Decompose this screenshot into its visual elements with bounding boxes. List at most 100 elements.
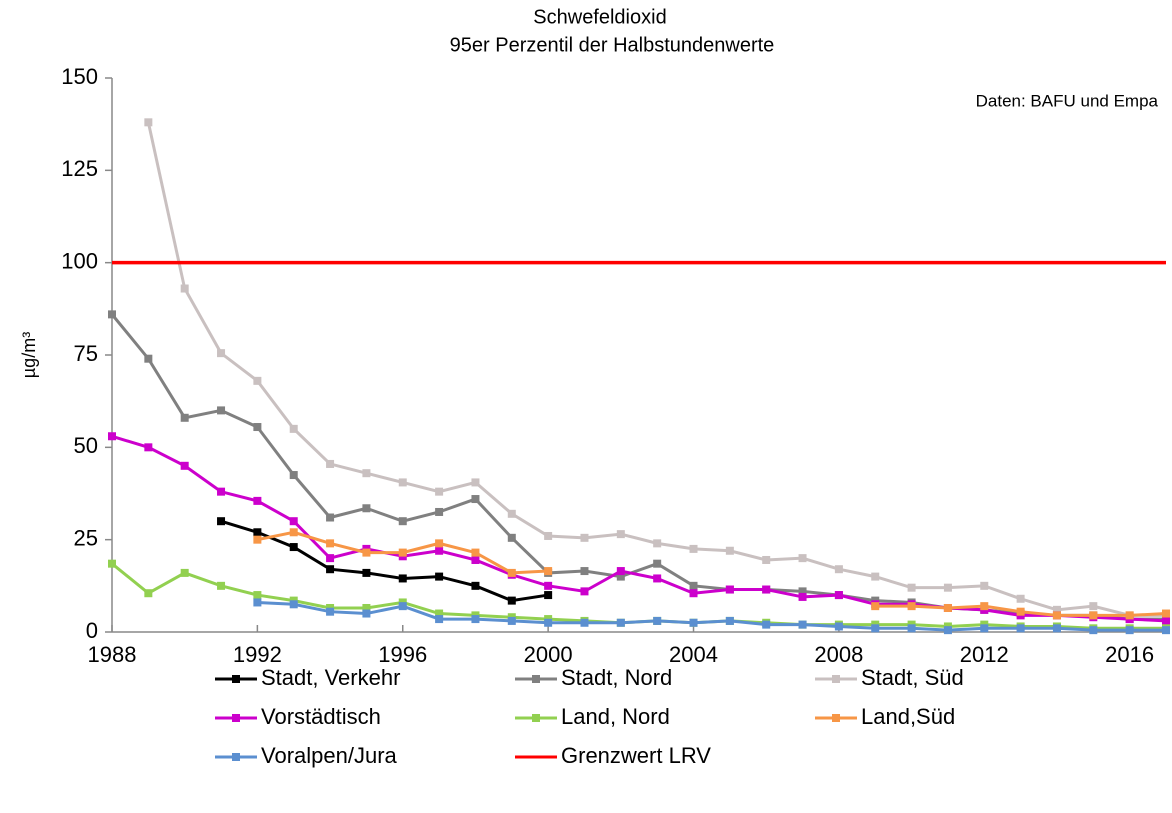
data-point (834, 622, 843, 631)
y-tick-label: 100 (61, 248, 98, 273)
data-point (689, 618, 698, 627)
data-point (544, 567, 553, 576)
data-point (616, 530, 625, 539)
chart-subtitle: 95er Perzentil der Halbstundenwerte (450, 34, 775, 56)
data-point (289, 600, 298, 609)
data-point (326, 554, 335, 563)
data-point (798, 620, 807, 629)
data-point (507, 533, 516, 542)
data-point (907, 624, 916, 633)
x-tick-label: 2012 (960, 642, 1009, 667)
data-point (435, 539, 444, 548)
data-point (180, 461, 189, 470)
data-point (289, 424, 298, 433)
legend-marker (232, 675, 240, 683)
data-point (362, 548, 371, 557)
series-line (111, 434, 1167, 623)
data-point (507, 596, 516, 605)
y-tick-label: 50 (74, 433, 98, 458)
data-point (1089, 626, 1098, 635)
data-point (435, 546, 444, 555)
data-point (253, 528, 262, 537)
y-tick-label: 125 (61, 156, 98, 181)
x-tick-label: 1988 (88, 642, 137, 667)
x-tick-label: 1992 (233, 642, 282, 667)
data-point (326, 565, 335, 574)
data-point (108, 559, 116, 568)
data-point (217, 487, 226, 496)
x-tick-label: 1996 (378, 642, 427, 667)
data-point (362, 504, 371, 513)
y-tick-label: 25 (74, 525, 98, 550)
data-point (507, 509, 516, 518)
data-point (544, 591, 553, 600)
data-point (180, 284, 189, 293)
data-point (326, 459, 335, 468)
y-tick-label: 75 (74, 341, 98, 366)
data-point (725, 616, 734, 625)
data-point (689, 544, 698, 553)
data-point (144, 354, 153, 363)
legend-label: Grenzwert LRV (561, 743, 711, 768)
data-point (362, 609, 371, 618)
data-point (580, 587, 589, 596)
data-point (144, 118, 153, 127)
data-point (398, 574, 407, 583)
data-point (398, 602, 407, 611)
data-point (980, 602, 989, 611)
data-point (362, 603, 371, 612)
legend-label: Vorstädtisch (261, 704, 381, 729)
x-tick-label: 2004 (669, 642, 718, 667)
data-point (1052, 605, 1061, 614)
legend-marker (232, 714, 240, 722)
data-point (289, 517, 298, 526)
x-tick-label: 2008 (814, 642, 863, 667)
data-point (144, 589, 153, 598)
data-point (435, 609, 444, 618)
data-point (798, 554, 807, 563)
data-point (762, 555, 771, 564)
data-point (398, 548, 407, 557)
data-point (653, 559, 662, 568)
data-point (326, 513, 335, 522)
legend-marker (832, 675, 840, 683)
data-point (762, 585, 771, 594)
data-point (253, 591, 262, 600)
data-point (580, 567, 589, 576)
data-point (289, 528, 298, 537)
data-point (217, 517, 226, 526)
y-tick-label: 150 (61, 64, 98, 89)
data-point (507, 568, 516, 577)
data-point (435, 615, 444, 624)
data-point (253, 496, 262, 505)
data-point (616, 618, 625, 627)
data-point (108, 432, 116, 441)
data-point (871, 602, 880, 611)
data-point (435, 487, 444, 496)
legend-marker (232, 753, 240, 761)
x-tick-label: 2016 (1105, 642, 1154, 667)
legend-label: Land,Süd (861, 704, 955, 729)
x-tick-label: 2000 (524, 642, 573, 667)
data-point (326, 539, 335, 548)
data-point (834, 591, 843, 600)
data-point (762, 620, 771, 629)
data-point (1052, 624, 1061, 633)
y-tick-label: 0 (86, 618, 98, 643)
data-point (253, 598, 262, 607)
data-point (108, 310, 116, 319)
data-point (471, 478, 480, 487)
data-point (725, 546, 734, 555)
data-point (544, 531, 553, 540)
data-point (471, 548, 480, 557)
data-point (253, 423, 262, 432)
data-point (544, 581, 553, 590)
data-point (180, 568, 189, 577)
data-point (1016, 624, 1025, 633)
data-point (1162, 626, 1170, 635)
legend-label: Land, Nord (561, 704, 670, 729)
series-line (220, 519, 549, 603)
data-point (398, 478, 407, 487)
data-point (253, 376, 262, 385)
